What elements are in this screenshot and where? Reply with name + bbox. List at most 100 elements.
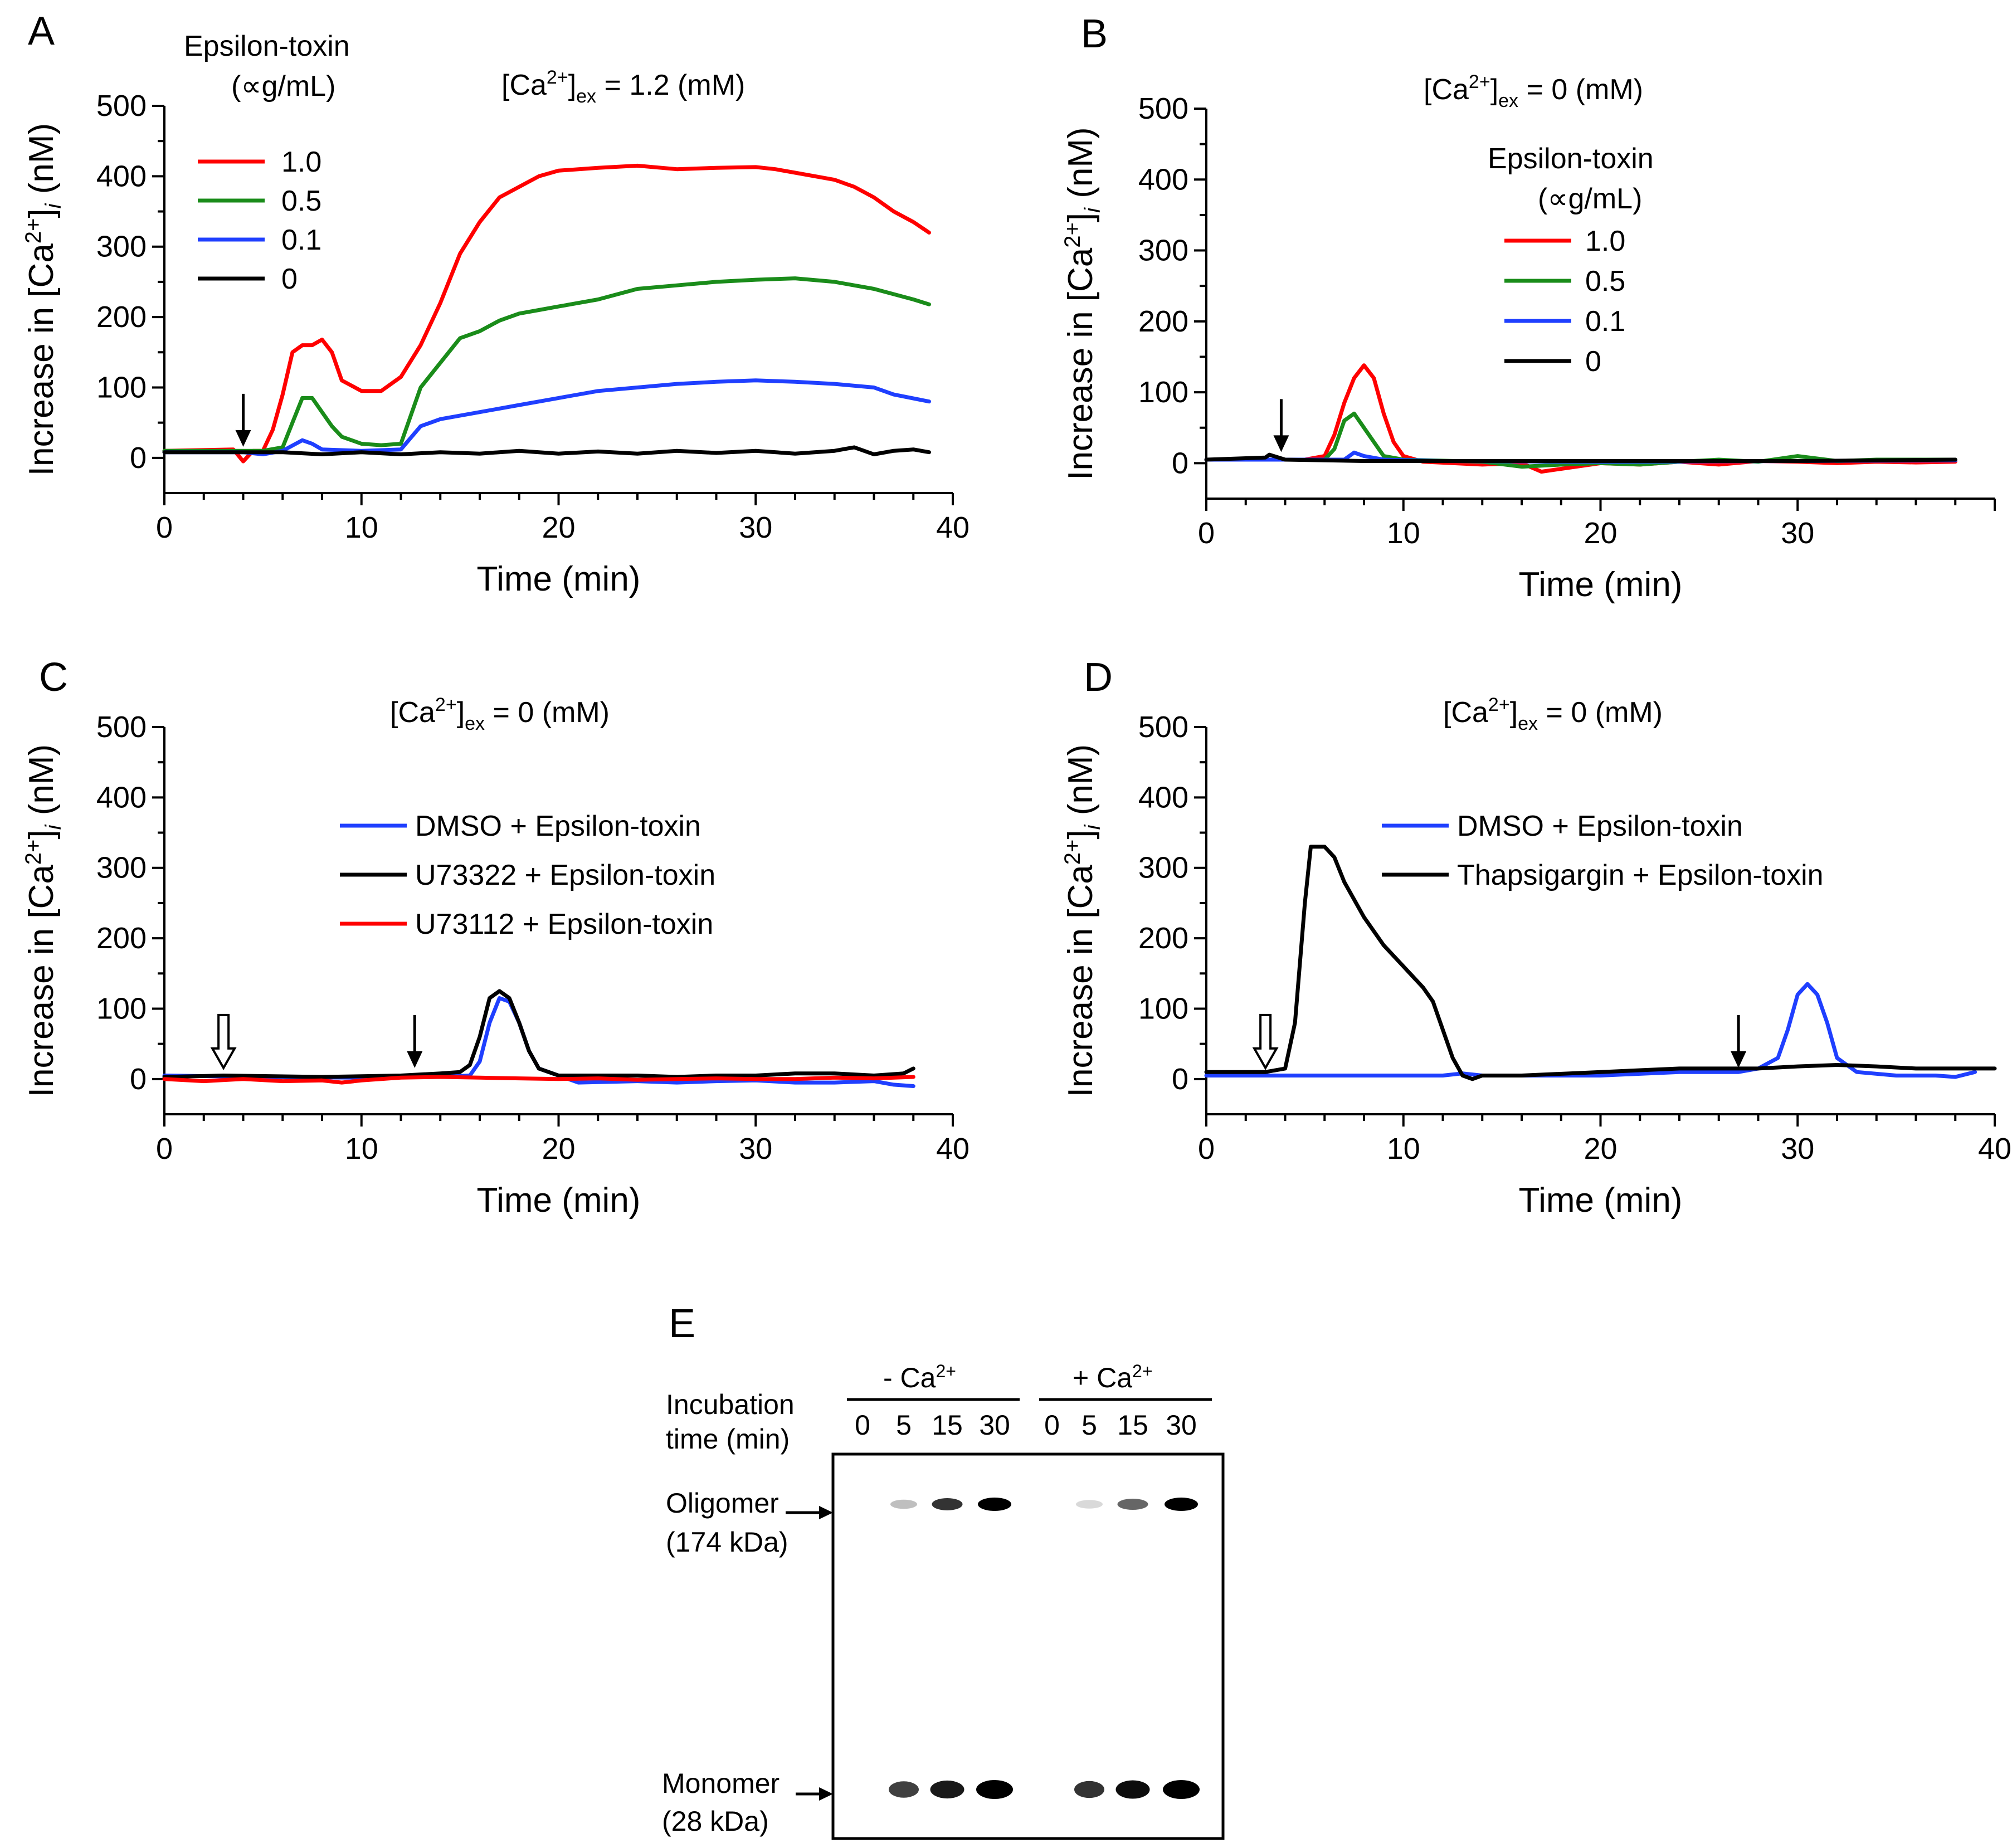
x-tick-label-a: 20 (542, 511, 575, 544)
panel-d: D [Ca2+]ex = 0 (mM) 0 10 20 30 4001002003004… (1060, 655, 2011, 1220)
legend-label-b: 0.5 (1585, 265, 1625, 298)
condition-b-sub: ex (1498, 90, 1518, 111)
panel-c: C [Ca2+]ex = 0 (mM) 0 10 20 30 4001002003004… (21, 655, 970, 1220)
blot-header-minus-text: - Ca (883, 1362, 936, 1393)
legend-label-d: DMSO + Epsilon-toxin (1457, 810, 1743, 842)
condition-d-sub: ex (1518, 713, 1538, 734)
blot-time-label: 0 (1044, 1410, 1060, 1441)
x-tick-label-a: 10 (345, 511, 378, 544)
legend-label-c: U73322 + Epsilon-toxin (415, 859, 715, 891)
legend-label-a: 0.5 (281, 185, 321, 217)
condition-d-value: = 0 (mM) (1538, 696, 1663, 729)
blot-row-label-1: Incubation (666, 1389, 795, 1420)
y-tick-label-c: 300 (96, 851, 147, 885)
condition-b-suffix: ] (1490, 74, 1498, 106)
y-tick-label-a: 500 (96, 89, 147, 123)
blot-bands (889, 1498, 1200, 1799)
y-axis-title-part: Increase in [Ca (22, 865, 61, 1098)
y-axis-title-part: 2+ (1060, 222, 1085, 248)
series-line-c (162, 989, 915, 1079)
panel-a: A Epsilon-toxin (∝g/mL) [Ca2+]ex = 1.2 (… (21, 9, 970, 598)
legend-a: 1.0 0.5 0.1 0 (198, 146, 321, 295)
blot-header-minus: - Ca2+ (883, 1361, 956, 1393)
y-axis-title-part: (nM) (1061, 127, 1100, 208)
x-axis-title-c: Time (min) (477, 1181, 641, 1220)
condition-d-sup: 2+ (1488, 694, 1510, 715)
series-line-d (1204, 982, 1977, 1079)
y-axis-title-part: i (41, 203, 66, 208)
legend-d: DMSO + Epsilon-toxin Thapsigargin + Epsil… (1382, 810, 1824, 891)
monomer-band (1115, 1780, 1150, 1799)
panel-b: B [Ca2+]ex = 0 (mM) Epsilon-toxin (∝g/mL… (1060, 12, 1996, 604)
pretreatment-arrow-c (210, 1013, 237, 1070)
oligomer-band (932, 1498, 963, 1510)
condition-c-suffix: ] (457, 696, 465, 729)
oligomer-band (978, 1498, 1011, 1511)
y-axis-title-part: Increase in [Ca (1061, 865, 1100, 1098)
y-axis-title-part: i (41, 824, 66, 830)
blot-header-plus: + Ca2+ (1073, 1361, 1153, 1393)
y-axis-title-part: (nM) (1061, 744, 1100, 825)
y-axis-title-d: Increase in [Ca2+]i (nM) (1060, 744, 1105, 1097)
legend-label-b: 1.0 (1585, 225, 1625, 257)
x-tick-label-d: 0 (1198, 1132, 1215, 1166)
oligomer-band (1165, 1498, 1198, 1511)
y-tick-label-d: 500 (1138, 710, 1188, 744)
legend-title-a-line2: (∝g/mL) (231, 70, 335, 103)
x-axis-title-b: Time (min) (1519, 565, 1683, 604)
x-tick-label-d: 20 (1584, 1132, 1617, 1166)
x-tick-label-a: 30 (739, 511, 772, 544)
addition-arrowhead-c (407, 1051, 423, 1068)
condition-a: [Ca2+]ex = 1.2 (mM) (501, 67, 745, 107)
y-axis-title-part: (nM) (22, 744, 61, 825)
legend-c: DMSO + Epsilon-toxin U73322 + Epsilon-tox… (340, 810, 715, 940)
pretreatment-arrow-d (1252, 1013, 1279, 1070)
condition-c-sub: ex (465, 713, 485, 734)
y-axis-title-part: Increase in [Ca (22, 243, 61, 476)
y-axis-title-part: ] (22, 208, 61, 218)
x-axis-title-a: Time (min) (477, 560, 641, 598)
panel-letter-a: A (28, 9, 55, 53)
y-tick-label-a: 300 (96, 230, 147, 264)
y-tick-label-d: 0 (1172, 1062, 1188, 1096)
blot-time-label: 5 (896, 1410, 912, 1441)
x-axis-title-d: Time (min) (1519, 1181, 1683, 1220)
y-tick-label-d: 100 (1138, 992, 1188, 1025)
condition-a-sup: 2+ (547, 67, 568, 88)
x-tick-label-a: 0 (156, 511, 173, 544)
oligomer-band (1117, 1499, 1148, 1510)
x-tick-label-d: 30 (1781, 1132, 1814, 1166)
y-tick-label-c: 100 (96, 992, 147, 1025)
legend-label-c: U73112 + Epsilon-toxin (415, 908, 713, 940)
series-line-c (162, 1075, 915, 1085)
series-line-a (162, 163, 931, 464)
blot-monomer-arrowhead (819, 1787, 833, 1801)
blot-oligomer-size: (174 kDa) (666, 1527, 788, 1558)
condition-b: [Ca2+]ex = 0 (mM) (1424, 71, 1643, 111)
x-tick-label-d: 10 (1387, 1132, 1420, 1166)
series-line-a (162, 445, 931, 456)
condition-d-suffix: ] (1510, 696, 1518, 729)
y-tick-label-b: 200 (1138, 305, 1188, 338)
blot-oligomer-label: Oligomer (666, 1488, 779, 1519)
blot-time-label: 30 (1166, 1410, 1197, 1441)
y-tick-label-a: 0 (130, 441, 147, 475)
legend-label-c: DMSO + Epsilon-toxin (415, 810, 701, 842)
x-tick-label-b: 20 (1584, 516, 1617, 550)
series-line-b (1204, 363, 1957, 474)
condition-a-suffix: ] (568, 69, 576, 101)
legend-title-b-line1: Epsilon-toxin (1488, 143, 1654, 175)
y-tick-label-a: 100 (96, 370, 147, 404)
blot-monomer-size: (28 kDa) (662, 1806, 769, 1837)
y-axis-title-part: ] (22, 830, 61, 839)
blot-header-plus-text: + Ca (1073, 1362, 1132, 1393)
y-axis-title-part: ] (1061, 830, 1100, 839)
blot-header-plus-sup: 2+ (1132, 1361, 1152, 1381)
condition-d: [Ca2+]ex = 0 (mM) (1443, 694, 1663, 734)
y-axis-title-part: i (1080, 824, 1105, 830)
condition-c-prefix: [Ca (390, 696, 435, 729)
x-tick-label-c: 10 (345, 1132, 378, 1166)
